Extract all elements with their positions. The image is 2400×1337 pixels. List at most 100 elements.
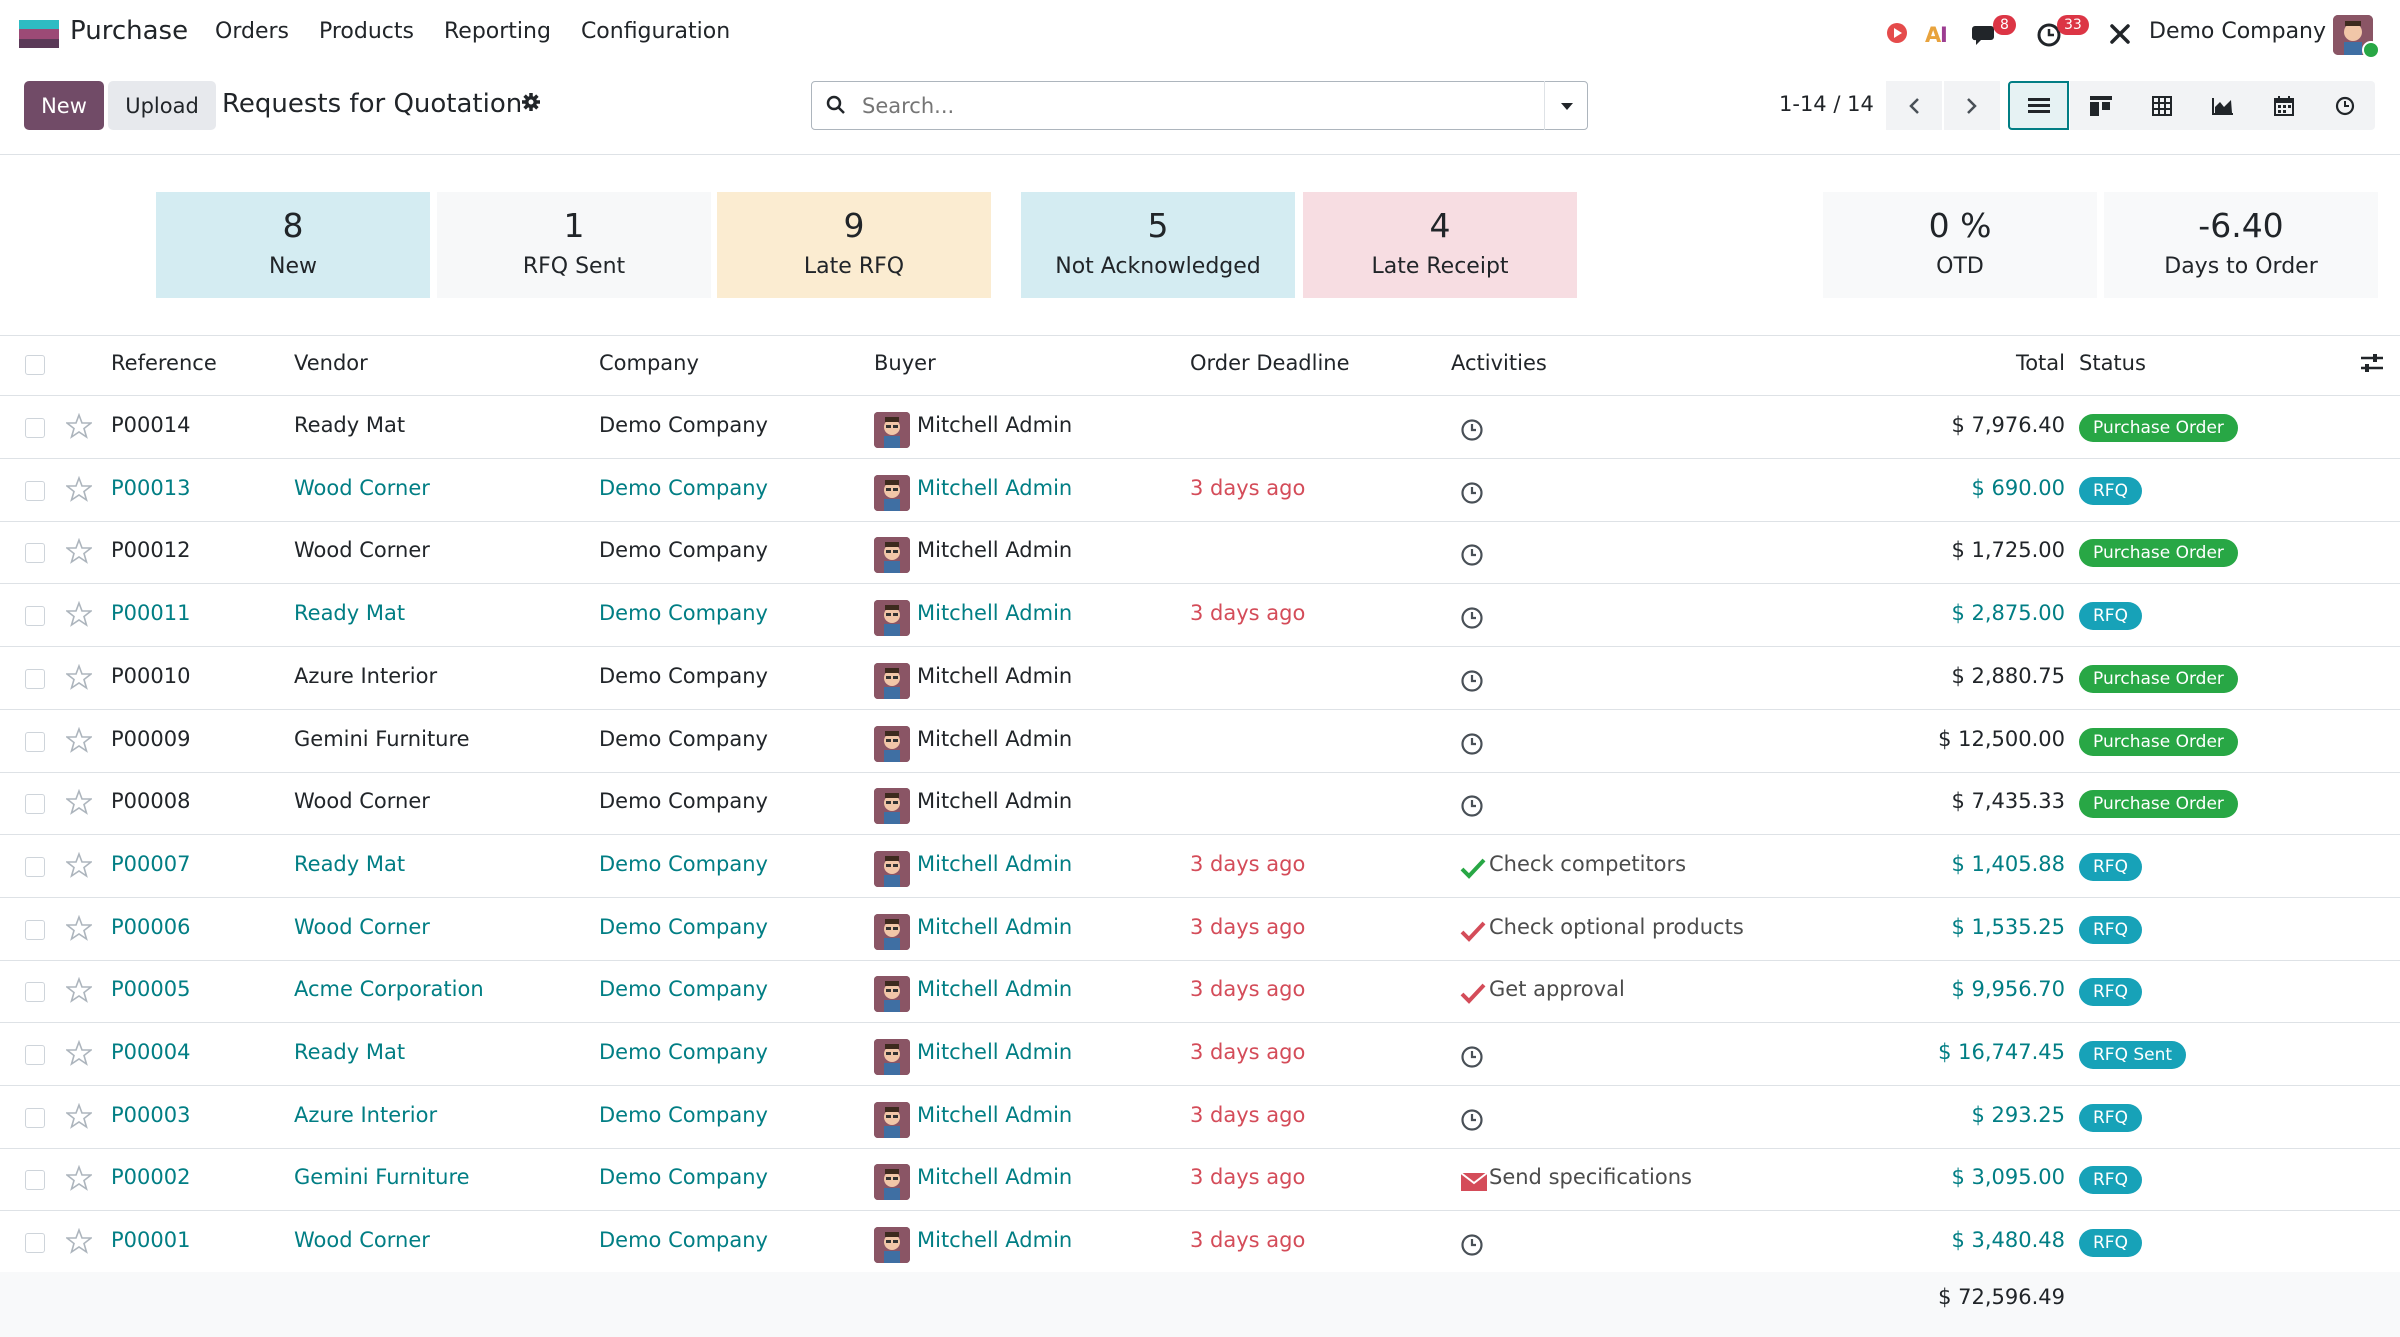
star-icon[interactable] [66, 413, 92, 439]
gear-icon[interactable] [521, 92, 541, 112]
star-icon[interactable] [66, 726, 92, 753]
row-checkbox[interactable] [25, 1233, 45, 1254]
table-row[interactable]: P00008 Wood Corner Demo Company Mitchell Ad… [0, 772, 2400, 836]
total-cell: $ 1,725.00 [1951, 538, 2065, 563]
purchase-app-icon[interactable] [19, 20, 59, 48]
column-buyer[interactable]: Buyer [874, 351, 936, 375]
row-checkbox[interactable] [25, 1045, 45, 1065]
search-input[interactable] [860, 90, 1544, 122]
table-row[interactable]: P00004 Ready Mat Demo Company Mitchell Admi… [0, 1023, 2400, 1086]
star-icon[interactable] [66, 601, 92, 627]
dashboard-card[interactable]: 1 RFQ Sent [437, 192, 711, 298]
menu-orders[interactable]: Orders [215, 19, 289, 44]
star-icon[interactable] [66, 1040, 92, 1066]
column-reference[interactable]: Reference [111, 351, 217, 375]
check-icon[interactable] [1460, 857, 1486, 883]
row-checkbox[interactable] [25, 856, 45, 877]
optional-columns-icon[interactable] [2360, 352, 2384, 374]
check-icon[interactable] [1460, 982, 1486, 1008]
record-icon[interactable] [1886, 22, 1908, 44]
search-options-toggle[interactable] [1544, 81, 1588, 130]
clock-icon[interactable] [1460, 669, 1484, 697]
kanban-view-button[interactable] [2070, 81, 2131, 130]
dashboard-card[interactable]: 9 Late RFQ [717, 192, 991, 298]
star-icon[interactable] [66, 1102, 92, 1129]
calendar-view-button[interactable] [2253, 81, 2314, 130]
table-row[interactable]: P00014 Ready Mat Demo Company Mitchell Admi… [0, 396, 2400, 459]
clock-icon[interactable] [1460, 794, 1484, 822]
menu-configuration[interactable]: Configuration [580, 19, 731, 44]
table-row[interactable]: P00007 Ready Mat Demo Company Mitchell Admi… [0, 835, 2400, 898]
star-icon[interactable] [66, 789, 92, 816]
table-row[interactable]: P00010 Azure Interior Demo Company Mitchell… [0, 647, 2400, 710]
clock-icon[interactable] [2037, 22, 2063, 48]
row-checkbox[interactable] [25, 668, 45, 689]
clock-icon[interactable] [1460, 543, 1484, 571]
email-icon[interactable] [1460, 1170, 1488, 1196]
total-cell: $ 2,875.00 [1951, 601, 2065, 626]
buyer-avatar [874, 537, 910, 574]
pager-previous-button[interactable] [1886, 81, 1942, 130]
star-icon[interactable] [66, 663, 92, 690]
star-icon[interactable] [66, 1228, 92, 1254]
dashboard-card[interactable]: 4 Late Receipt [1303, 192, 1577, 298]
graph-view-button[interactable] [2192, 81, 2253, 130]
row-checkbox[interactable] [25, 543, 45, 564]
clock-icon[interactable] [1460, 1108, 1484, 1136]
row-checkbox[interactable] [25, 731, 45, 752]
star-icon[interactable] [66, 475, 92, 502]
table-row[interactable]: P00001 Wood Corner Demo Company Mitchell Ad… [0, 1211, 2400, 1275]
row-checkbox[interactable] [25, 1170, 45, 1191]
star-icon[interactable] [66, 1165, 92, 1192]
menu-reporting[interactable]: Reporting [443, 19, 551, 44]
row-checkbox[interactable] [25, 418, 45, 438]
row-checkbox[interactable] [25, 606, 45, 627]
activity-view-button[interactable] [2314, 81, 2375, 130]
new-button[interactable]: New [24, 81, 104, 130]
clock-icon[interactable] [1460, 1045, 1484, 1073]
select-all-checkbox[interactable] [25, 355, 45, 375]
table-row[interactable]: P00013 Wood Corner Demo Company Mitchell Ad… [0, 459, 2400, 522]
clock-icon[interactable] [1460, 606, 1484, 634]
chat-icon[interactable] [1972, 22, 2000, 48]
table-row[interactable]: P00003 Azure Interior Demo Company Mitchell… [0, 1086, 2400, 1149]
column-vendor[interactable]: Vendor [294, 351, 368, 375]
column-activities[interactable]: Activities [1451, 351, 1547, 375]
star-icon[interactable] [66, 538, 92, 565]
table-row[interactable]: P00011 Ready Mat Demo Company Mitchell Admi… [0, 584, 2400, 648]
list-view-button[interactable] [2008, 81, 2069, 130]
column-total[interactable]: Total [2015, 351, 2065, 375]
dashboard-card[interactable]: 8 New [156, 192, 430, 298]
row-checkbox[interactable] [25, 480, 45, 501]
clock-icon[interactable] [1460, 481, 1484, 509]
column-status[interactable]: Status [2079, 351, 2146, 375]
table-row[interactable]: P00006 Wood Corner Demo Company Mitchell Ad… [0, 898, 2400, 961]
column-order-deadline[interactable]: Order Deadline [1190, 351, 1350, 375]
app-name[interactable]: Purchase [70, 16, 189, 46]
star-icon[interactable] [66, 914, 92, 941]
star-icon[interactable] [66, 851, 92, 878]
ai-icon[interactable]: A I [1925, 21, 1953, 47]
table-row[interactable]: P00009 Gemini Furniture Demo Company Mitche… [0, 710, 2400, 773]
table-row[interactable]: P00005 Acme Corporation Demo Company Mitche… [0, 960, 2400, 1024]
clock-icon[interactable] [1460, 732, 1484, 760]
row-checkbox[interactable] [25, 919, 45, 940]
check-icon[interactable] [1460, 920, 1486, 946]
star-icon[interactable] [66, 977, 92, 1004]
row-checkbox[interactable] [25, 794, 45, 815]
menu-products[interactable]: Products [318, 19, 414, 44]
table-row[interactable]: P00012 Wood Corner Demo Company Mitchell Ad… [0, 521, 2400, 585]
clock-icon[interactable] [1460, 418, 1484, 446]
row-checkbox[interactable] [25, 982, 45, 1003]
clock-icon[interactable] [1460, 1233, 1484, 1261]
row-checkbox[interactable] [25, 1107, 45, 1128]
pager-next-button[interactable] [1944, 81, 2000, 130]
table-row[interactable]: P00002 Gemini Furniture Demo Company Mitche… [0, 1148, 2400, 1212]
pager-value[interactable]: 1-14 / 14 [1779, 92, 1874, 116]
company-switcher[interactable]: Demo Company [2149, 19, 2327, 44]
tools-icon[interactable] [2108, 22, 2132, 46]
column-company[interactable]: Company [599, 351, 699, 375]
upload-button[interactable]: Upload [108, 81, 216, 130]
pivot-view-button[interactable] [2131, 81, 2192, 130]
dashboard-card[interactable]: 5 Not Acknowledged [1021, 192, 1295, 298]
